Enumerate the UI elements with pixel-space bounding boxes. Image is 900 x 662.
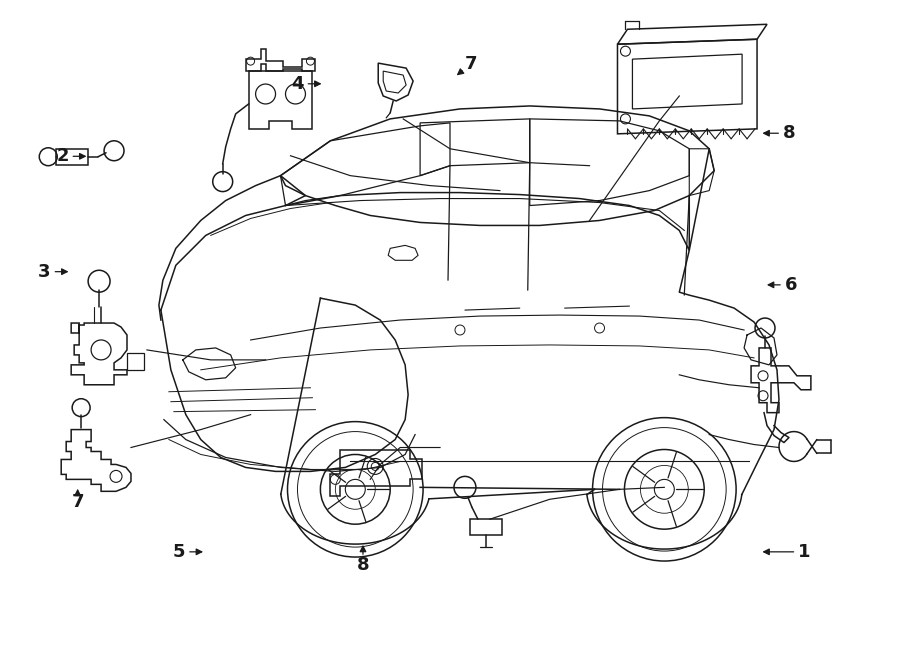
Text: 8: 8 xyxy=(783,124,796,142)
Text: 2: 2 xyxy=(56,148,68,166)
Text: 8: 8 xyxy=(356,556,369,574)
Text: 6: 6 xyxy=(785,276,797,294)
Text: 3: 3 xyxy=(38,263,50,281)
Text: 7: 7 xyxy=(71,493,84,512)
Text: 1: 1 xyxy=(798,543,811,561)
Circle shape xyxy=(346,479,365,499)
Text: 4: 4 xyxy=(292,75,303,93)
Text: 5: 5 xyxy=(173,543,185,561)
Text: 7: 7 xyxy=(464,55,477,73)
Circle shape xyxy=(654,479,674,499)
